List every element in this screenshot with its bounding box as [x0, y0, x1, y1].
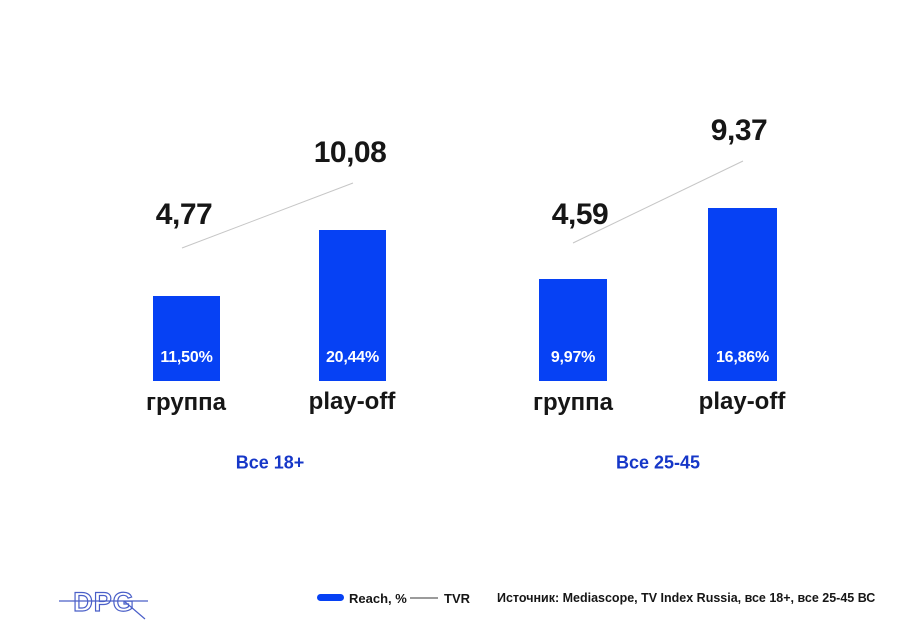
dpg-logo: DPG — [59, 586, 148, 620]
reach-value-playoff-2545: 16,86% — [715, 349, 770, 366]
logo-text: DPG — [73, 587, 135, 617]
audience-label-18: Все 18+ — [235, 452, 305, 473]
category-label-group-18: группа — [145, 389, 227, 416]
tvr-value-group-18: 4,77 — [155, 198, 213, 231]
reach-value-playoff-18: 20,44% — [325, 349, 380, 366]
category-label-playoff-2545: play-off — [698, 388, 786, 415]
reach-bar-group-2545: 9,97% — [539, 279, 607, 381]
legend-reach-label: Reach, % — [349, 591, 407, 606]
tvr-value-playoff-2545: 9,37 — [710, 114, 768, 147]
legend-tvr-line-swatch — [410, 597, 438, 599]
audience-label-2545: Все 25-45 — [615, 452, 701, 473]
reach-value-group-18: 11,50% — [160, 349, 213, 366]
reach-value-group-2545: 9,97% — [550, 349, 596, 366]
tvr-value-group-2545: 4,59 — [551, 198, 609, 231]
legend-tvr-label: TVR — [444, 591, 470, 606]
reach-bar-playoff-2545: 16,86% — [708, 208, 777, 381]
reach-bar-playoff-18: 20,44% — [319, 230, 386, 381]
source-attribution: Источник: Mediascope, TV Index Russia, в… — [497, 591, 876, 605]
tvr-value-playoff-18: 10,08 — [313, 136, 387, 169]
category-label-group-2545: группа — [532, 389, 614, 416]
legend-reach-swatch — [317, 594, 344, 601]
category-label-playoff-18: play-off — [308, 388, 396, 415]
reach-bar-group-18: 11,50% — [153, 296, 220, 381]
logo-diagonal-line — [123, 600, 146, 620]
